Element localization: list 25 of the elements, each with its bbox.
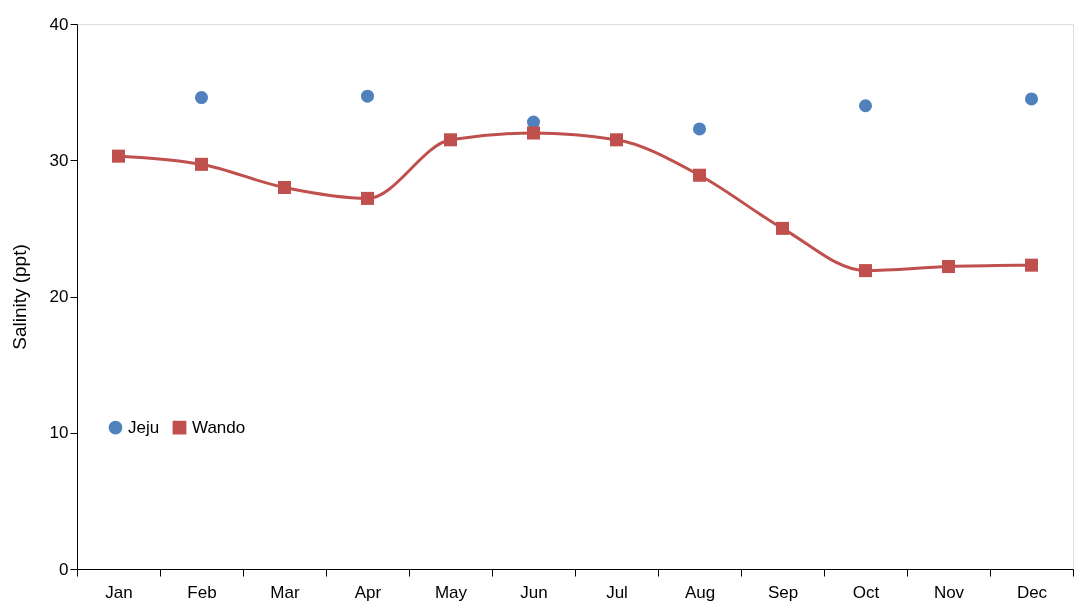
x-tick-label: Jan xyxy=(105,582,133,602)
legend-label: Wando xyxy=(192,417,246,437)
x-tick-label: Dec xyxy=(1016,582,1048,602)
point xyxy=(360,89,375,103)
point xyxy=(692,122,707,136)
point xyxy=(858,99,873,113)
x-tick-label: Jun xyxy=(520,582,548,602)
x-tick-label: Nov xyxy=(933,582,965,602)
x-tick-label: Feb xyxy=(187,582,217,602)
y-tick-label: 20 xyxy=(49,287,69,306)
y-tick-label: 10 xyxy=(49,423,69,443)
x-tick-label: May xyxy=(434,582,468,602)
point xyxy=(194,91,209,105)
y-axis-title: Salinity (ppt) xyxy=(8,244,30,350)
x-tick-label: Sep xyxy=(767,582,799,602)
x-tick-label: Apr xyxy=(354,582,382,602)
x-tick-label: Aug xyxy=(684,582,716,602)
x-tick-label: Oct xyxy=(852,582,880,602)
y-tick-label: 30 xyxy=(49,150,69,170)
x-tick-label: Mar xyxy=(270,582,300,602)
x-tick-label: Jul xyxy=(606,582,628,602)
y-tick-label: 0 xyxy=(59,559,69,579)
point xyxy=(1024,92,1039,106)
y-tick-label: 40 xyxy=(49,14,69,34)
legend-label: Jeju xyxy=(128,417,160,437)
